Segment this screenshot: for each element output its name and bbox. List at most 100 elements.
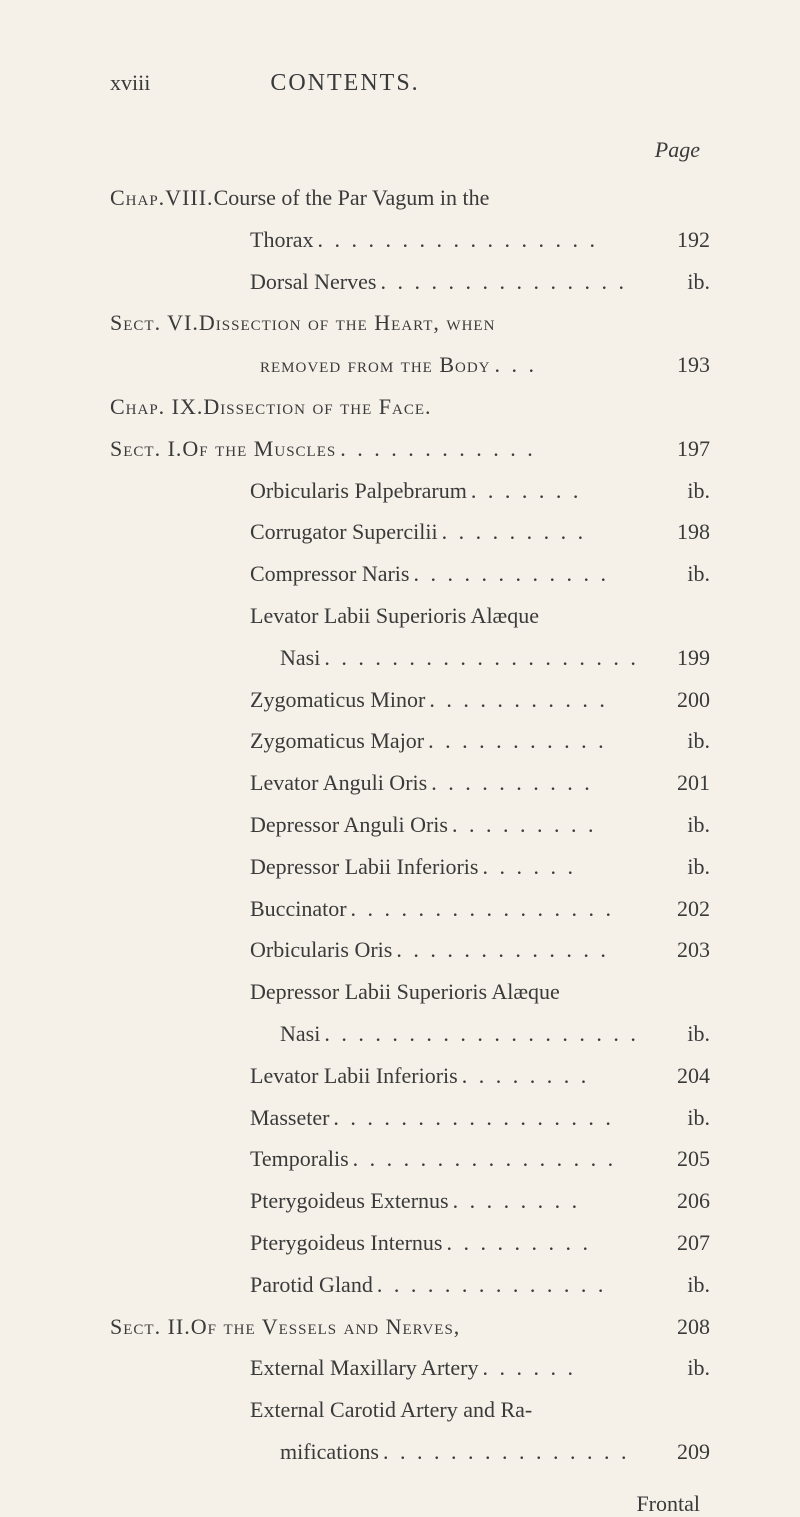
leader-dots: . . . . . . . (467, 470, 682, 512)
toc-entry: Pterygoideus Internus . . . . . . . . .2… (110, 1222, 710, 1264)
entry-page: 199 (671, 637, 710, 679)
entry-page: 204 (671, 1055, 710, 1097)
leader-dots: . . . . . . . . . . . . . . . . . (314, 219, 671, 261)
toc-entry: Chap. IX. Dissection of the Face. (110, 386, 710, 428)
leader-dots: . . . . . . . . . . . . (336, 428, 671, 470)
entry-page: 198 (671, 511, 710, 553)
leader-dots: . . . . . . . . . . . . . . . (379, 1431, 671, 1473)
entry-prefix: Chap. IX. (110, 386, 203, 428)
toc-entry: Parotid Gland . . . . . . . . . . . . . … (110, 1264, 710, 1306)
toc-entry: Sect. I. Of the Muscles . . . . . . . . … (110, 428, 710, 470)
entry-page: 192 (671, 219, 710, 261)
entry-text: removed from the Body (260, 344, 491, 386)
entry-text: Levator Labii Superioris Alæque (250, 595, 539, 637)
entry-text: Temporalis (250, 1138, 349, 1180)
entry-body: Dissection of the Heart, when (199, 302, 710, 344)
entry-page: 202 (671, 888, 710, 930)
toc-entry: Chap.VIII. Course of the Par Vagum in th… (110, 177, 710, 219)
catchword: Frontal (110, 1491, 710, 1517)
entry-page: ib. (681, 804, 710, 846)
toc-entry: Orbicularis Oris . . . . . . . . . . . .… (110, 929, 710, 971)
entry-page: 205 (671, 1138, 710, 1180)
entry-prefix: Chap.VIII. (110, 177, 214, 219)
entry-text: External Maxillary Artery (250, 1347, 478, 1389)
leader-dots: . . . . . . . . . . (427, 762, 671, 804)
page-column-label: Page (110, 137, 710, 163)
entry-text: Parotid Gland (250, 1264, 373, 1306)
leader-dots: . . . . . . . . . . . . . . . (376, 261, 681, 303)
toc-entry: Buccinator . . . . . . . . . . . . . . .… (110, 888, 710, 930)
page-header: xviii CONTENTS. (110, 70, 710, 97)
leader-dots: . . . . . . . . . . . . . . . . . (329, 1097, 681, 1139)
entry-text: Levator Labii Inferioris (250, 1055, 458, 1097)
entry-body: Of the Muscles . . . . . . . . . . . .19… (182, 428, 710, 470)
leader-dots: . . . . . . (478, 846, 681, 888)
entry-text: Zygomaticus Minor (250, 679, 425, 721)
toc-entry: Levator Anguli Oris . . . . . . . . . .2… (110, 762, 710, 804)
toc-entry: Nasi . . . . . . . . . . . . . . . . . .… (110, 637, 710, 679)
entry-text: Masseter (250, 1097, 329, 1139)
entry-page: 207 (671, 1222, 710, 1264)
entry-text: Of the Muscles (182, 428, 336, 470)
entry-text: Buccinator (250, 888, 347, 930)
toc-entry: Nasi . . . . . . . . . . . . . . . . . .… (110, 1013, 710, 1055)
entry-page: ib. (681, 1013, 710, 1055)
entry-text: Orbicularis Oris (250, 929, 392, 971)
entry-page: 201 (671, 762, 710, 804)
leader-dots: . . . . . . . . . . . (425, 679, 671, 721)
entry-text: Dorsal Nerves (250, 261, 376, 303)
page-number: xviii (110, 70, 150, 96)
toc-entry: Zygomaticus Minor . . . . . . . . . . .2… (110, 679, 710, 721)
entry-text: Depressor Labii Superioris Alæque (250, 971, 560, 1013)
leader-dots: . . . . . . . . . . . . (409, 553, 681, 595)
toc-entry: External Carotid Artery and Ra- (110, 1389, 710, 1431)
toc-entry: Zygomaticus Major . . . . . . . . . . .i… (110, 720, 710, 762)
leader-dots: . . . (491, 344, 671, 386)
toc-entry: Sect. II. Of the Vessels and Nerves,208 (110, 1306, 710, 1348)
entry-text: Of the Vessels and Nerves, (191, 1306, 461, 1348)
leader-dots: . . . . . . . . . . . . . . . . . . . (320, 1013, 681, 1055)
toc-entries: Chap.VIII. Course of the Par Vagum in th… (110, 177, 710, 1473)
leader-dots: . . . . . . . . . . . . . (392, 929, 671, 971)
entry-text: Pterygoideus Externus (250, 1180, 449, 1222)
toc-entry: Orbicularis Palpebrarum . . . . . . .ib. (110, 470, 710, 512)
leader-dots: . . . . . . . . . (442, 1222, 671, 1264)
leader-dots: . . . . . . . . (458, 1055, 671, 1097)
toc-entry: removed from the Body . . .193 (110, 344, 710, 386)
leader-dots: . . . . . . . . . . . . . . (373, 1264, 682, 1306)
entry-page: ib. (681, 261, 710, 303)
entry-text: Nasi (280, 637, 320, 679)
entry-page: 197 (671, 428, 710, 470)
toc-entry: Compressor Naris . . . . . . . . . . . .… (110, 553, 710, 595)
toc-entry: Dorsal Nerves . . . . . . . . . . . . . … (110, 261, 710, 303)
toc-entry: Temporalis . . . . . . . . . . . . . . .… (110, 1138, 710, 1180)
entry-text: mifications (280, 1431, 379, 1473)
entry-page: 200 (671, 679, 710, 721)
toc-entry: Masseter . . . . . . . . . . . . . . . .… (110, 1097, 710, 1139)
entry-text: Thorax (250, 219, 314, 261)
toc-entry: Pterygoideus Externus . . . . . . . .206 (110, 1180, 710, 1222)
toc-entry: mifications . . . . . . . . . . . . . . … (110, 1431, 710, 1473)
entry-text: Nasi (280, 1013, 320, 1055)
contents-title: CONTENTS. (270, 70, 419, 97)
leader-dots: . . . . . . . . . (448, 804, 681, 846)
leader-dots: . . . . . . . . . . . . . . . . (349, 1138, 671, 1180)
entry-text: Zygomaticus Major (250, 720, 424, 762)
toc-entry: Levator Labii Inferioris . . . . . . . .… (110, 1055, 710, 1097)
toc-entry: Levator Labii Superioris Alæque (110, 595, 710, 637)
entry-page: 203 (671, 929, 710, 971)
leader-dots: . . . . . . . . (449, 1180, 671, 1222)
entry-text: Dissection of the Face. (203, 386, 431, 428)
entry-page: ib. (681, 1264, 710, 1306)
entry-text: Course of the Par Vagum in the (214, 177, 490, 219)
entry-body: Of the Vessels and Nerves,208 (191, 1306, 710, 1348)
toc-entry: Thorax . . . . . . . . . . . . . . . . .… (110, 219, 710, 261)
entry-text: External Carotid Artery and Ra- (250, 1389, 532, 1431)
entry-prefix: Sect. I. (110, 428, 182, 470)
toc-entry: Sect. VI. Dissection of the Heart, when (110, 302, 710, 344)
leader-dots: . . . . . . (478, 1347, 681, 1389)
toc-entry: Corrugator Supercilii . . . . . . . . .1… (110, 511, 710, 553)
entry-text: Depressor Anguli Oris (250, 804, 448, 846)
entry-text: Compressor Naris (250, 553, 409, 595)
toc-entry: Depressor Labii Inferioris . . . . . .ib… (110, 846, 710, 888)
